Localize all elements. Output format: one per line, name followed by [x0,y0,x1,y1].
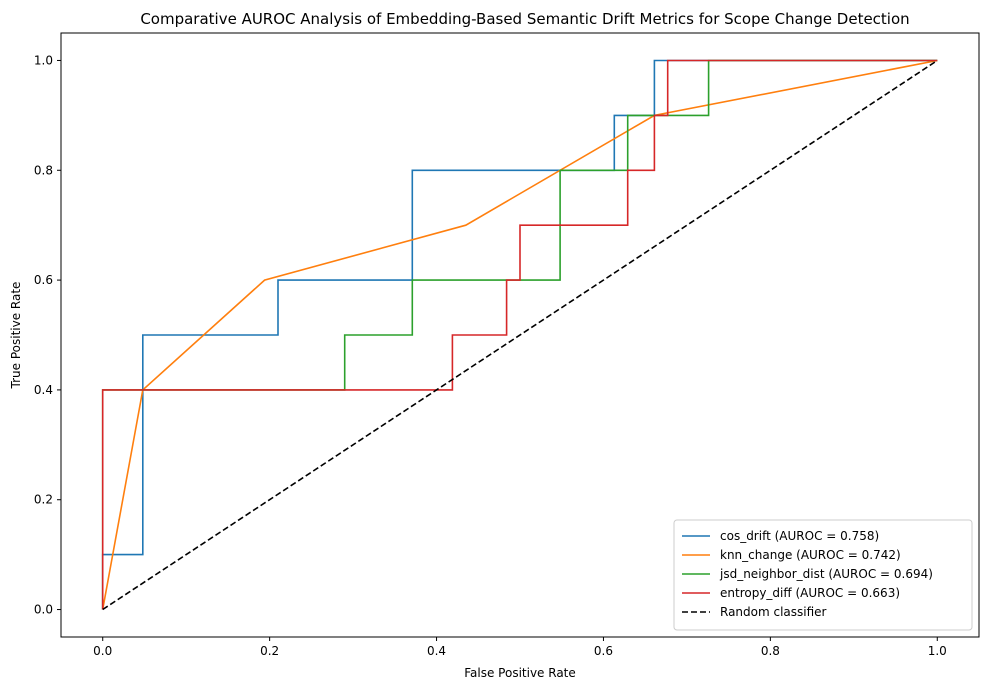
y-axis-label: True Positive Rate [9,282,23,390]
series-line-4 [102,59,938,611]
legend-label: entropy_diff (AUROC = 0.663) [720,586,900,600]
legend-label: cos_drift (AUROC = 0.758) [720,529,879,543]
x-tick-label: 0.8 [761,644,780,658]
y-tick-label: 0.2 [34,493,53,507]
y-tick-label: 0.0 [34,603,53,617]
x-axis-label: False Positive Rate [464,666,576,680]
x-tick-label: 1.0 [928,644,947,658]
x-tick-label: 0.4 [427,644,446,658]
legend-label: Random classifier [720,605,827,619]
series-line-1 [101,59,938,610]
axis-ticks: 0.0 0.2 0.4 0.6 0.8 1.0 0.0 0.2 0.4 0.6 0.8 1.0 [34,53,947,658]
plot-frame [60,32,980,638]
legend-box [673,519,973,631]
y-tick-label: 0.4 [34,383,53,397]
legend-label: jsd_neighbor_dist (AUROC = 0.694) [719,567,933,581]
chart-title: Comparative AUROC Analysis of Embedding-… [140,10,909,28]
series-line-3 [101,59,938,610]
x-tick-label: 0.6 [594,644,613,658]
x-tick-label: 0.2 [260,644,279,658]
y-tick-label: 1.0 [34,53,53,67]
series-group [101,59,938,611]
y-tick-label: 0.6 [34,273,53,287]
x-tick-label: 0.0 [93,644,112,658]
y-tick-label: 0.8 [34,163,53,177]
legend-label: knn_change (AUROC = 0.742) [720,548,901,562]
legend: cos_drift (AUROC = 0.758) knn_change (AUR… [673,519,973,631]
